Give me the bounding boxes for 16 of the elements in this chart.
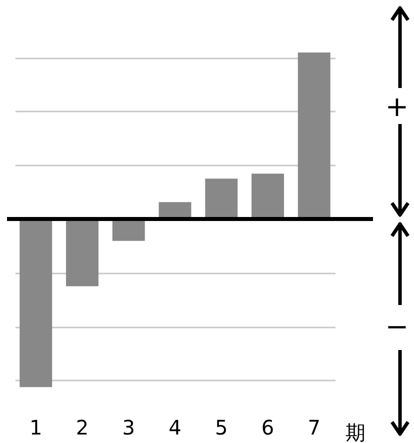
x-tick-label: 1 — [30, 416, 42, 440]
text: + — [384, 90, 410, 123]
text: − — [384, 310, 410, 343]
x-tick-label: 6 — [261, 416, 274, 440]
bar — [298, 52, 330, 219]
bar — [66, 219, 98, 286]
x-tick-label: 7 — [308, 416, 320, 440]
x-axis-title: 期 — [346, 420, 366, 443]
bar — [205, 178, 238, 219]
x-tick-label: 5 — [215, 416, 228, 440]
x-tick-label: 4 — [168, 416, 182, 440]
x-tick-label: 3 — [122, 416, 135, 440]
bar — [20, 219, 52, 388]
bar — [112, 219, 145, 241]
bar — [252, 174, 284, 219]
x-tick-label: 2 — [76, 416, 89, 440]
